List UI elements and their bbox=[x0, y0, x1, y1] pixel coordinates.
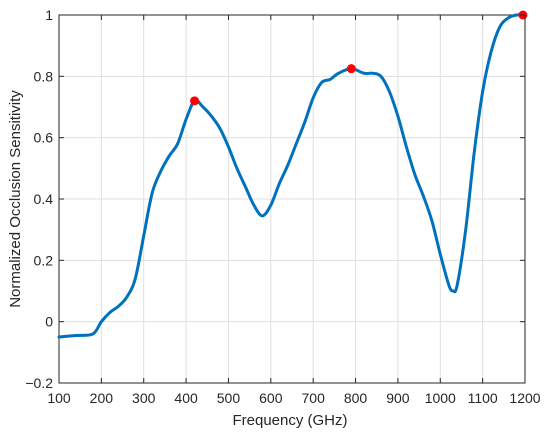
x-tick-label: 800 bbox=[344, 390, 368, 406]
peak-marker bbox=[190, 96, 200, 106]
x-tick-label: 900 bbox=[386, 390, 410, 406]
x-tick-label: 1000 bbox=[425, 390, 456, 406]
series-line bbox=[57, 13, 527, 339]
x-tick-label: 700 bbox=[302, 390, 326, 406]
y-axis-label: Normalized Occlusion Sensitivity bbox=[7, 90, 24, 308]
x-axis-label: Frequency (GHz) bbox=[232, 412, 347, 429]
x-tick-label: 1100 bbox=[468, 390, 498, 406]
y-tick-label: 0 bbox=[45, 314, 53, 330]
x-tick-label: 500 bbox=[217, 390, 241, 406]
x-tick-label: 200 bbox=[90, 390, 114, 406]
y-tick-label: 0.2 bbox=[34, 252, 54, 268]
y-tick-label: 0.4 bbox=[34, 191, 54, 207]
y-axis-ticks: −0.2 0 0.2 0.4 0.6 0.8 1 bbox=[25, 7, 525, 391]
x-tick-label: 300 bbox=[132, 390, 156, 406]
y-tick-label: −0.2 bbox=[25, 375, 53, 391]
y-tick-label: 0.8 bbox=[34, 68, 54, 84]
y-tick-label: 1 bbox=[45, 7, 53, 23]
y-tick-label: 0.6 bbox=[34, 130, 54, 146]
x-axis-ticks: 100 200 300 400 500 600 700 800 900 1000 1100 1200 bbox=[47, 15, 541, 406]
marker-group bbox=[190, 10, 528, 106]
x-tick-label: 400 bbox=[174, 390, 198, 406]
x-tick-label: 1200 bbox=[509, 390, 540, 406]
peak-marker bbox=[346, 64, 356, 74]
x-tick-label: 100 bbox=[47, 390, 71, 406]
x-tick-label: 600 bbox=[259, 390, 283, 406]
series-group bbox=[57, 13, 527, 339]
